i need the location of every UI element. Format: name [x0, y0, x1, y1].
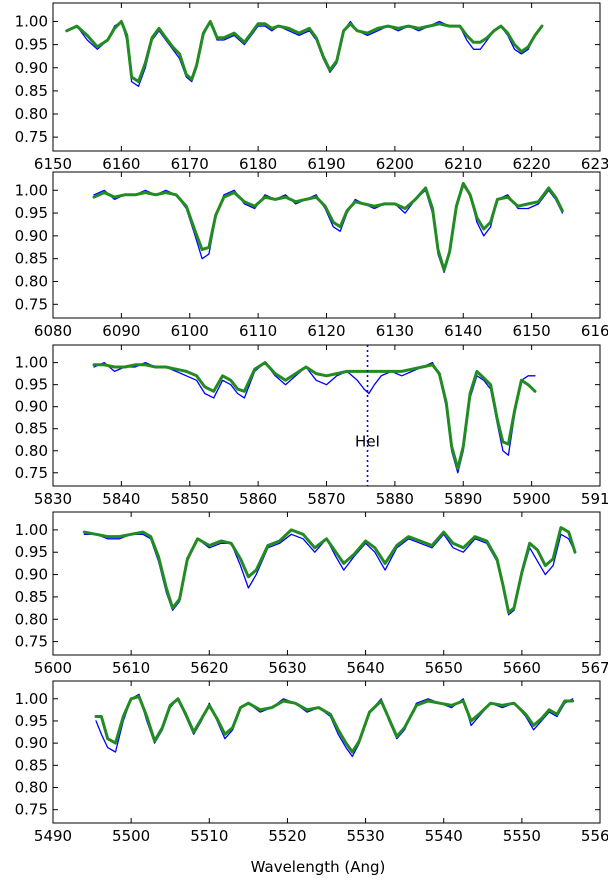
model-spectrum-line [82, 526, 577, 614]
y-tick-label: 0.95 [15, 204, 48, 222]
x-tick-label: 5510 [190, 827, 228, 845]
x-tick-label: 6210 [444, 155, 482, 173]
y-tick-label: 0.75 [15, 464, 48, 482]
y-tick-label: 0.85 [15, 250, 48, 268]
x-tick-label: 5900 [513, 490, 551, 508]
x-tick-label: 6110 [239, 322, 277, 340]
x-tick-label: 5660 [503, 659, 541, 677]
x-tick-label: 5880 [376, 490, 414, 508]
x-tick-label: 5890 [444, 490, 482, 508]
y-tick-label: 0.75 [15, 633, 48, 651]
y-tick-label: 0.80 [15, 442, 48, 460]
x-tick-label: 6220 [513, 155, 551, 173]
axes-frame [52, 511, 601, 656]
y-tick-label: 0.90 [15, 734, 48, 752]
model-spectrum-line [65, 20, 544, 84]
x-tick-label: 6190 [307, 155, 345, 173]
y-tick-label: 0.95 [15, 36, 48, 54]
axes-frame [52, 680, 601, 824]
x-tick-label: 6150 [34, 155, 72, 173]
x-tick-label: 5870 [307, 490, 345, 508]
x-tick-label: 5520 [268, 827, 306, 845]
y-tick-label: 1.00 [15, 521, 48, 539]
y-tick-label: 0.95 [15, 712, 48, 730]
y-tick-label: 0.85 [15, 588, 48, 606]
model-spectrum-line [92, 361, 537, 470]
x-tick-label: 6200 [376, 155, 414, 173]
panel-2: 6080 6090 6100 6110 6120 6130 6140 6150 6160 0.75… [15, 171, 608, 340]
x-tick-label: 6160 [581, 322, 608, 340]
y-tick-label: 0.80 [15, 610, 48, 628]
x-tick-label: 5650 [425, 659, 463, 677]
y-tick-label: 0.85 [15, 420, 48, 438]
x-tick-label: 5860 [239, 490, 277, 508]
y-tick-label: 0.80 [15, 273, 48, 291]
x-tick-label: 6140 [444, 322, 482, 340]
model-spectrum-line [94, 695, 575, 754]
y-tick-label: 0.90 [15, 566, 48, 584]
y-tick-label: 0.85 [15, 82, 48, 100]
y-tick-label: 0.95 [15, 543, 48, 561]
x-tick-label: 5640 [346, 659, 384, 677]
y-tick-label: 0.90 [15, 227, 48, 245]
x-tick-label: 6120 [307, 322, 345, 340]
y-tick-label: 0.85 [15, 756, 48, 774]
y-tick-label: 0.80 [15, 779, 48, 797]
x-tick-label: 6130 [376, 322, 414, 340]
y-tick-label: 0.90 [15, 398, 48, 416]
x-tick-label: 5850 [171, 490, 209, 508]
y-tick-label: 1.00 [15, 13, 48, 31]
model-spectrum-line [92, 181, 564, 272]
y-tick-label: 1.00 [15, 690, 48, 708]
x-tick-label: 5490 [34, 827, 72, 845]
y-tick-label: 0.75 [15, 128, 48, 146]
x-tick-label: 5530 [346, 827, 384, 845]
y-tick-label: 0.75 [15, 295, 48, 313]
y-tick-label: 1.00 [15, 181, 48, 199]
x-tick-label: 6160 [102, 155, 140, 173]
x-tick-label: 5830 [34, 490, 72, 508]
y-tick-label: 0.90 [15, 59, 48, 77]
y-tick-label: 0.75 [15, 801, 48, 819]
y-tick-label: 0.95 [15, 376, 48, 394]
y-tick-label: 1.00 [15, 354, 48, 372]
x-tick-label: 5540 [425, 827, 463, 845]
x-tick-label: 5630 [268, 659, 306, 677]
x-tick-label: 6170 [171, 155, 209, 173]
hei-annotation-label: HeI [355, 432, 380, 450]
x-tick-label: 5500 [112, 827, 150, 845]
y-tick-label: 0.80 [15, 105, 48, 123]
x-tick-label: 6150 [513, 322, 551, 340]
x-tick-label: 5620 [190, 659, 228, 677]
x-tick-label: 5550 [503, 827, 541, 845]
x-tick-label: 6080 [34, 322, 72, 340]
x-tick-label: 5610 [112, 659, 150, 677]
x-tick-label: 5600 [34, 659, 72, 677]
x-axis-label: Wavelength (Ang) [251, 858, 386, 876]
x-tick-label: 6100 [171, 322, 209, 340]
x-tick-label: 5840 [102, 490, 140, 508]
x-tick-label: 6090 [102, 322, 140, 340]
x-tick-label: 6180 [239, 155, 277, 173]
